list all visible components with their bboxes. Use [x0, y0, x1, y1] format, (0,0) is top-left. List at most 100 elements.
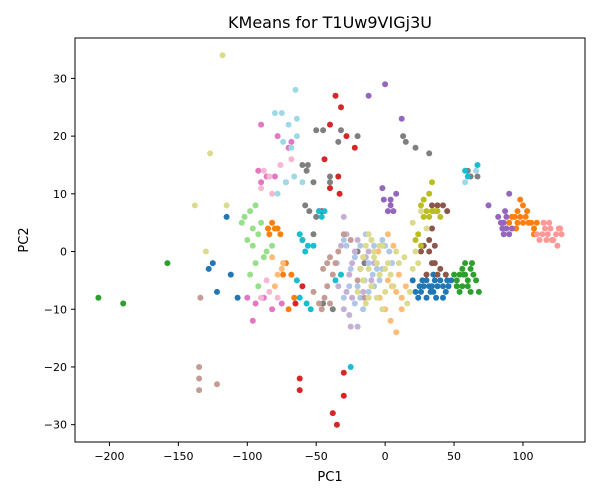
scatter-point: [393, 329, 400, 336]
scatter-point: [274, 225, 281, 232]
scatter-point: [354, 283, 361, 290]
scatter-point: [340, 369, 347, 376]
scatter-point: [540, 219, 547, 226]
scatter-point: [402, 283, 409, 290]
scatter-point: [459, 265, 466, 272]
scatter-point: [503, 225, 510, 232]
scatter-point: [361, 260, 368, 267]
scatter-point: [373, 260, 380, 267]
scatter-point: [293, 133, 300, 140]
scatter-point: [539, 231, 546, 238]
scatter-point: [214, 381, 220, 388]
scatter-point: [354, 288, 361, 295]
scatter-point: [382, 288, 389, 295]
scatter-point: [398, 306, 405, 313]
scatter-point: [282, 179, 289, 186]
scatter-point: [429, 202, 435, 209]
scatter-point: [274, 133, 281, 140]
scatter-point: [277, 162, 284, 168]
scatter-point: [343, 242, 350, 249]
scatter-point: [429, 225, 435, 232]
scatter-point: [310, 231, 317, 238]
scatter-point: [296, 231, 303, 238]
scatter-point: [473, 167, 480, 174]
scatter-point: [271, 110, 278, 116]
scatter-point: [313, 127, 320, 134]
scatter-point: [95, 294, 102, 301]
scatter-point: [444, 208, 451, 215]
x-tick-label: −200: [94, 450, 124, 463]
scatter-point: [274, 294, 281, 301]
scatter-point: [531, 225, 537, 232]
scatter-point: [263, 248, 270, 255]
scatter-point: [320, 127, 327, 134]
scatter-point: [258, 121, 265, 128]
scatter-point: [427, 288, 434, 295]
scatter-point: [332, 260, 339, 267]
x-tick-label: −50: [305, 450, 328, 463]
scatter-point: [508, 225, 515, 232]
scatter-point: [415, 231, 422, 238]
scatter-points: [95, 52, 565, 428]
scatter-point: [440, 283, 446, 290]
scatter-point: [303, 167, 310, 174]
scatter-point: [379, 306, 386, 313]
scatter-point: [258, 294, 265, 301]
scatter-point: [360, 277, 367, 284]
scatter-point: [327, 300, 333, 307]
scatter-point: [258, 219, 265, 226]
scatter-point: [376, 242, 383, 249]
scatter-point: [459, 283, 466, 290]
scatter-point: [299, 179, 306, 186]
scatter-point: [255, 283, 262, 290]
scatter-point: [280, 271, 287, 278]
scatter-point: [462, 167, 469, 174]
scatter-point: [269, 242, 276, 249]
scatter-point: [340, 213, 347, 220]
scatter-point: [474, 173, 481, 180]
scatter-point: [327, 179, 333, 186]
scatter-point: [382, 81, 389, 88]
scatter-point: [520, 202, 526, 209]
scatter-point: [296, 294, 303, 301]
scatter-point: [502, 208, 509, 215]
scatter-point: [223, 213, 230, 220]
scatter-point: [522, 213, 529, 220]
x-axis-ticks: −200 −150 −100 −50 0 50 100: [94, 442, 533, 463]
scatter-point: [384, 277, 391, 284]
scatter-point: [291, 294, 298, 301]
scatter-point: [191, 202, 198, 209]
scatter-point: [347, 364, 354, 370]
y-tick-label: −10: [44, 303, 67, 316]
scatter-point: [440, 294, 446, 301]
scatter-point: [371, 242, 378, 249]
scatter-point: [347, 323, 354, 330]
scatter-point: [442, 288, 449, 295]
scatter-point: [499, 225, 506, 232]
scatter-point: [453, 283, 460, 290]
scatter-point: [335, 173, 342, 180]
scatter-point: [524, 208, 531, 215]
scatter-point: [398, 115, 405, 122]
scatter-point: [335, 283, 342, 290]
scatter-point: [316, 300, 322, 307]
scatter-point: [340, 231, 347, 238]
scatter-point: [469, 260, 475, 267]
scatter-point: [196, 375, 203, 382]
scatter-point: [329, 271, 336, 278]
scatter-point: [263, 277, 270, 284]
scatter-point: [335, 138, 342, 145]
scatter-point: [313, 213, 320, 220]
scatter-point: [327, 254, 333, 261]
scatter-point: [533, 219, 540, 226]
scatter-point: [423, 225, 430, 232]
scatter-point: [260, 167, 267, 174]
x-tick-label: 0: [382, 450, 389, 463]
scatter-point: [202, 248, 209, 255]
scatter-point: [434, 271, 441, 278]
scatter-point: [554, 242, 561, 249]
scatter-point: [423, 208, 430, 215]
scatter-point: [321, 294, 328, 301]
scatter-point: [260, 254, 267, 261]
scatter-point: [376, 271, 383, 278]
